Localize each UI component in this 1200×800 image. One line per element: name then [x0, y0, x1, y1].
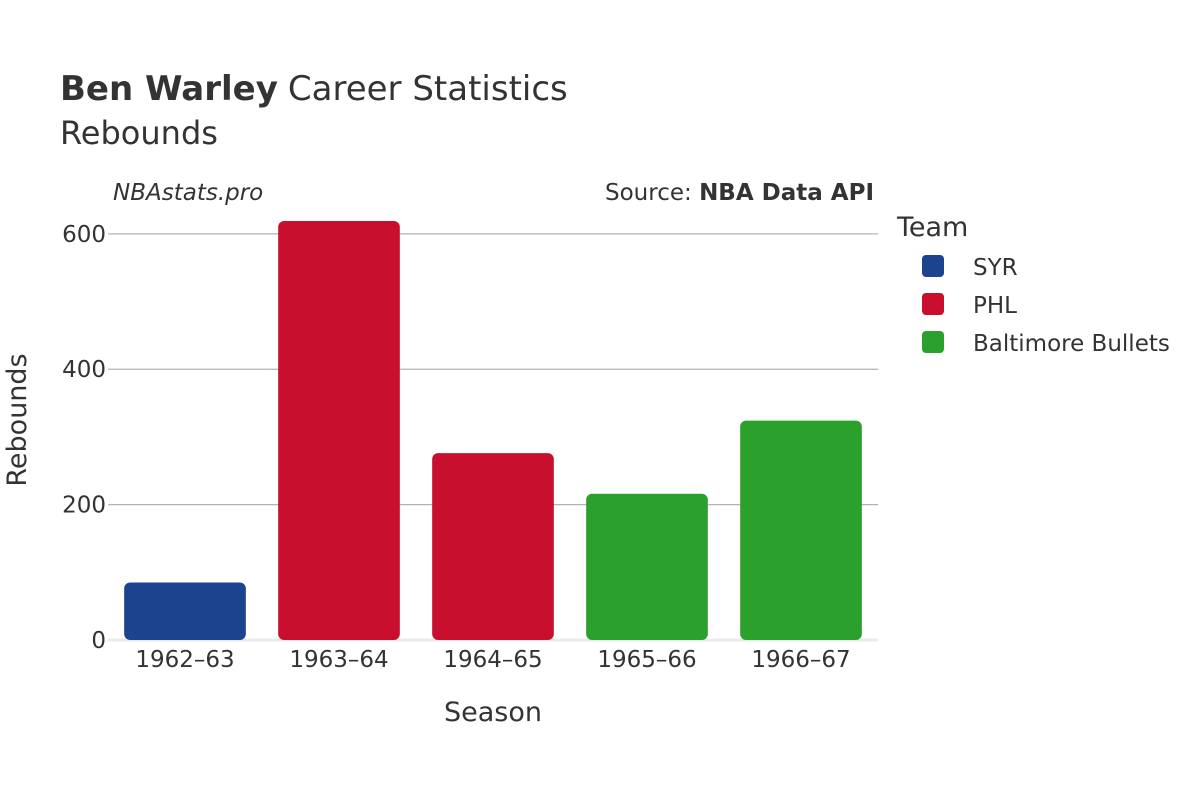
bar-1966–67 [740, 420, 862, 640]
y-tick-label: 400 [62, 357, 106, 383]
legend-label: SYR [973, 255, 1018, 281]
y-axis-title: Rebounds [2, 353, 33, 486]
legend-swatch [922, 331, 944, 353]
x-tick-label: 1964–65 [443, 647, 542, 673]
bar-1964–65 [432, 453, 554, 640]
title-rest: Career Statistics [288, 69, 568, 109]
bar-1965–66 [586, 493, 708, 640]
x-axis-title: Season [444, 697, 542, 728]
y-tick-labels: 0 200 400 600 [62, 222, 106, 654]
y-tick-label: 0 [91, 628, 106, 654]
x-tick-label: 1962–63 [135, 647, 234, 673]
legend-swatch [922, 255, 944, 277]
chart-subtitle: Rebounds [60, 114, 218, 152]
chart-title: Ben Warley Career Statistics [60, 69, 568, 109]
bar-1962–63 [124, 582, 246, 640]
legend-label: PHL [973, 293, 1017, 319]
watermark: NBAstats.pro [113, 180, 263, 206]
y-tick-label: 200 [62, 493, 106, 519]
legend: SYR PHL Baltimore Bullets [922, 255, 1170, 357]
x-tick-label: 1965–66 [597, 647, 696, 673]
x-tick-label: 1966–67 [751, 647, 850, 673]
source-name: NBA Data API [699, 180, 874, 206]
x-tick-label: 1963–64 [289, 647, 388, 673]
bars [124, 220, 862, 640]
player-name: Ben Warley [60, 69, 278, 109]
bar-1963–64 [278, 220, 400, 640]
legend-title: Team [896, 212, 968, 243]
x-tick-labels: 1962–63 1963–64 1964–65 1965–66 1966–67 [135, 647, 850, 673]
source-text: Source: NBA Data API [605, 180, 874, 206]
y-tick-label: 600 [62, 222, 106, 248]
legend-label: Baltimore Bullets [973, 331, 1170, 357]
source-prefix: Source: [605, 180, 699, 206]
legend-swatch [922, 293, 944, 315]
